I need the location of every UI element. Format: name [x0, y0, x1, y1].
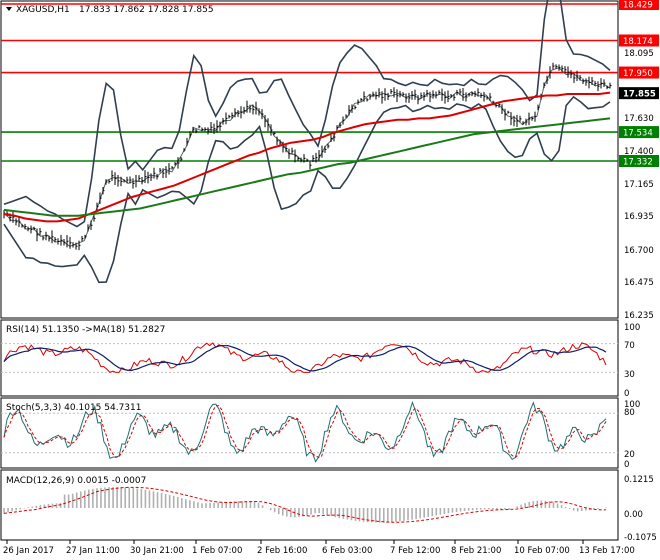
price-tick: 17.165 — [624, 180, 654, 190]
time-label: 8 Feb 21:00 — [451, 546, 501, 556]
level-tag — [619, 0, 659, 10]
time-label: 7 Feb 12:00 — [390, 546, 440, 556]
level-tag — [619, 126, 659, 139]
level-tag-label: 17.534 — [623, 129, 653, 139]
stoch-tick: 80 — [624, 408, 635, 418]
stoch-tick: 20 — [624, 450, 635, 460]
stoch-tick: 100 — [624, 400, 640, 410]
time-label: 13 Feb 17:00 — [579, 546, 635, 556]
time-label: 30 Jan 21:00 — [130, 546, 184, 556]
price-tick: 17.630 — [624, 114, 654, 124]
rsi-tick: 0 — [624, 389, 629, 399]
stoch-main-line — [3, 400, 607, 463]
rsi-lines — [1, 342, 618, 373]
stoch-title: Stoch(5,3,3) 40.1015 54.7311 — [6, 403, 141, 413]
macd-tick: 0.00 — [624, 510, 643, 520]
rsi-title: RSI(14) 51.1350 ->MA(18) 51.2827 — [6, 325, 165, 335]
stoch-lines — [1, 400, 618, 463]
rsi-tick: 100 — [624, 323, 640, 333]
level-tag-label: 17.950 — [623, 69, 653, 79]
macd-signal-line — [3, 486, 607, 523]
rsi-ma-line — [3, 344, 607, 372]
price-tick: 16.700 — [624, 246, 654, 256]
stoch-signal-line — [3, 405, 607, 459]
bollinger-upper — [3, 0, 611, 228]
level-tag — [619, 34, 659, 47]
time-label: 27 Jan 11:00 — [66, 546, 120, 556]
time-label: 26 Jan 2017 — [3, 546, 54, 556]
rsi-panel[interactable] — [0, 319, 619, 397]
ma-green-line — [3, 117, 611, 217]
moving-averages — [3, 91, 611, 223]
time-label: 1 Feb 07:00 — [192, 546, 242, 556]
price-tick: 16.935 — [624, 212, 654, 222]
macd-tick: -0.1075 — [624, 533, 657, 543]
rsi-tick: 70 — [624, 341, 635, 351]
current-price-tag — [619, 87, 659, 100]
level-tag — [619, 66, 659, 79]
chart-ohlc: 17.833 17.862 17.828 17.855 — [79, 5, 214, 15]
ma-red-line — [3, 91, 611, 223]
time-label: 10 Feb 07:00 — [514, 546, 570, 556]
price-panel[interactable] — [0, 0, 619, 319]
macd-panel[interactable] — [0, 469, 619, 541]
chart-symbol: XAGUSD,H1 — [16, 5, 70, 15]
price-bars — [3, 62, 612, 251]
stoch-tick: 0 — [624, 460, 629, 470]
current-price-label: 17.855 — [623, 90, 656, 100]
level-tag-label: 17.332 — [623, 158, 653, 168]
price-tick: 16.475 — [624, 278, 654, 288]
macd-tick: 0.1215 — [624, 475, 654, 485]
price-tick: 17.400 — [624, 147, 654, 157]
time-label: 2 Feb 16:00 — [257, 546, 307, 556]
level-tag — [619, 155, 659, 167]
price-tick: 18.095 — [624, 49, 654, 59]
time-label: 6 Feb 03:00 — [322, 546, 372, 556]
price-tick: 16.235 — [624, 311, 654, 321]
macd-title: MACD(12,26,9) 0.0015 -0.0007 — [6, 476, 146, 486]
level-tag-label: 18.429 — [623, 1, 653, 11]
collapse-triangle-icon[interactable] — [6, 7, 12, 11]
macd-plot — [3, 486, 607, 523]
rsi-line — [3, 342, 607, 373]
time-axis: 26 Jan 2017 27 Jan 11:00 30 Jan 21:00 1 Feb… — [3, 540, 635, 556]
rsi-tick: 30 — [624, 370, 635, 380]
level-tag-label: 18.174 — [623, 37, 653, 47]
bollinger-lower — [3, 95, 611, 284]
price-axis-tags: 18.429 18.174 17.950 17.534 17.332 17.855 — [619, 0, 659, 168]
